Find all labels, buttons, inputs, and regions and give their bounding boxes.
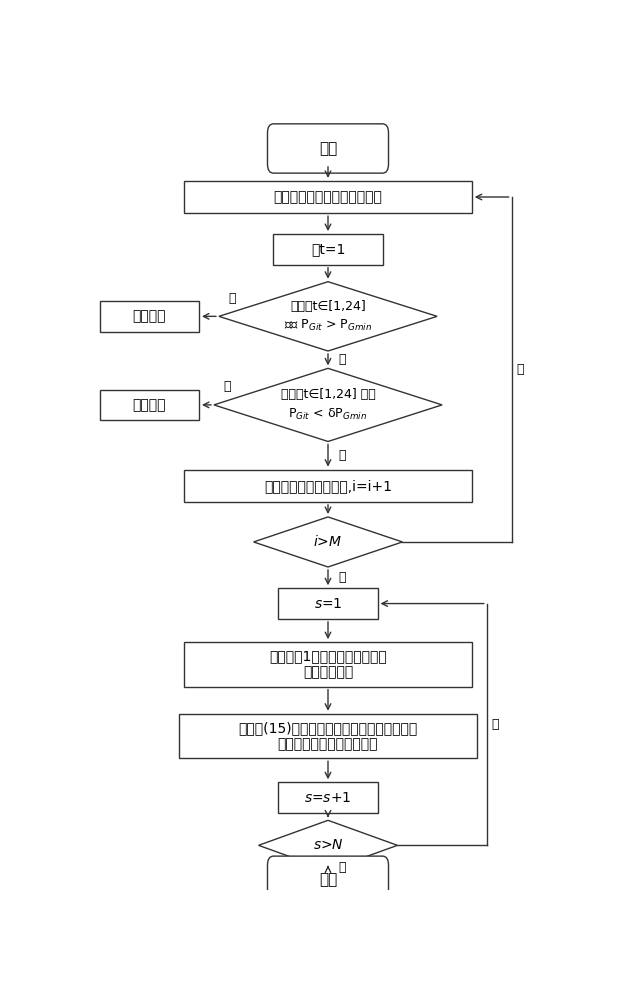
Bar bbox=[184, 181, 472, 213]
FancyBboxPatch shape bbox=[268, 124, 388, 173]
Text: $i$>$M$: $i$>$M$ bbox=[314, 534, 342, 549]
Bar bbox=[100, 389, 199, 420]
Text: 随机生成1时刻约束条件待优化
机组启停计划: 随机生成1时刻约束条件待优化 机组启停计划 bbox=[269, 649, 387, 679]
Text: 常开机组: 常开机组 bbox=[132, 309, 166, 323]
Polygon shape bbox=[253, 517, 403, 567]
Text: $s$=1: $s$=1 bbox=[314, 597, 342, 611]
Text: 否: 否 bbox=[516, 363, 524, 376]
Bar bbox=[100, 301, 199, 332]
Text: 构建离散变量识别模型并求解: 构建离散变量识别模型并求解 bbox=[273, 190, 383, 204]
Bar bbox=[184, 642, 472, 687]
Text: 添加到待优化机组集合,i=i+1: 添加到待优化机组集合,i=i+1 bbox=[264, 479, 392, 493]
Text: 是: 是 bbox=[338, 861, 346, 874]
Text: $s$>$N$: $s$>$N$ bbox=[312, 838, 344, 852]
Text: 否: 否 bbox=[338, 449, 346, 462]
Text: 令t=1: 令t=1 bbox=[311, 242, 345, 256]
Text: 是: 是 bbox=[338, 571, 346, 584]
Text: 结束: 结束 bbox=[319, 872, 337, 887]
Text: 否: 否 bbox=[492, 718, 499, 731]
Text: 对所有t∈[1,24] 都有
P$_{Git}$ < δP$_{Gmin}$: 对所有t∈[1,24] 都有 P$_{Git}$ < δP$_{Gmin}$ bbox=[280, 388, 376, 422]
Bar bbox=[278, 588, 378, 619]
Text: 是: 是 bbox=[224, 380, 231, 393]
Text: 常停机组: 常停机组 bbox=[132, 398, 166, 412]
Polygon shape bbox=[214, 368, 442, 441]
Text: 否: 否 bbox=[338, 353, 346, 366]
Text: 以公式(15)为约束条件，利用分枝定界法求解
随后时刻机组启停状态矩阵: 以公式(15)为约束条件，利用分枝定界法求解 随后时刻机组启停状态矩阵 bbox=[238, 721, 418, 751]
FancyBboxPatch shape bbox=[268, 856, 388, 904]
Polygon shape bbox=[219, 282, 437, 351]
Text: 开始: 开始 bbox=[319, 141, 337, 156]
Text: $s$=$s$+1: $s$=$s$+1 bbox=[305, 791, 351, 805]
Bar bbox=[179, 714, 477, 758]
Bar bbox=[273, 234, 383, 265]
Bar bbox=[184, 470, 472, 502]
Polygon shape bbox=[259, 820, 397, 870]
Bar bbox=[278, 782, 378, 813]
Text: 对所有t∈[1,24]
都有 P$_{Git}$ > P$_{Gmin}$: 对所有t∈[1,24] 都有 P$_{Git}$ > P$_{Gmin}$ bbox=[284, 300, 372, 333]
Text: 是: 是 bbox=[229, 292, 236, 305]
